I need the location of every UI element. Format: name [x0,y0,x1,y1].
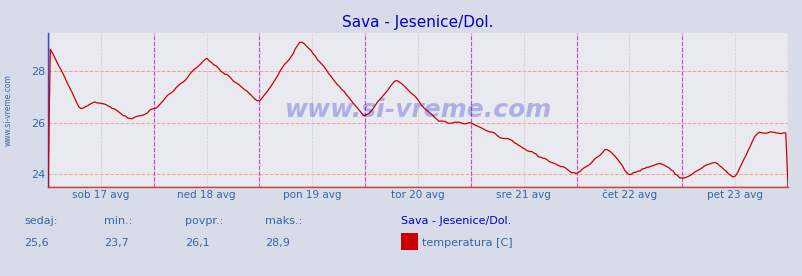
Text: www.si-vreme.com: www.si-vreme.com [284,98,551,122]
Text: maks.:: maks.: [265,216,302,225]
Text: povpr.:: povpr.: [184,216,223,225]
Text: temperatura [C]: temperatura [C] [421,238,512,248]
Text: www.si-vreme.com: www.si-vreme.com [4,75,13,146]
Title: Sava - Jesenice/Dol.: Sava - Jesenice/Dol. [342,15,493,30]
Text: min.:: min.: [104,216,132,225]
Text: 23,7: 23,7 [104,238,129,248]
Text: 28,9: 28,9 [265,238,290,248]
Text: 25,6: 25,6 [24,238,49,248]
Text: Sava - Jesenice/Dol.: Sava - Jesenice/Dol. [401,216,511,225]
Text: 26,1: 26,1 [184,238,209,248]
Text: sedaj:: sedaj: [24,216,58,225]
